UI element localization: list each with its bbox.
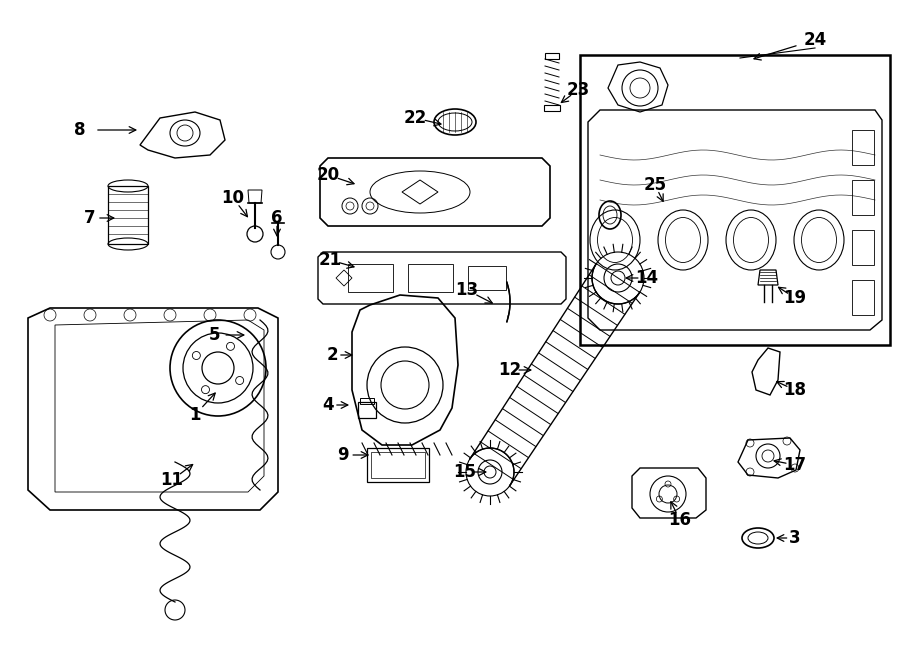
Bar <box>852 280 874 315</box>
Text: 25: 25 <box>644 176 667 194</box>
Text: 15: 15 <box>454 463 476 481</box>
Text: 1: 1 <box>189 406 201 424</box>
Bar <box>545 53 559 59</box>
Text: 10: 10 <box>221 189 245 207</box>
Text: 5: 5 <box>209 326 220 344</box>
Bar <box>544 105 560 111</box>
Bar <box>360 398 374 404</box>
Text: 13: 13 <box>455 281 479 299</box>
Bar <box>348 264 393 292</box>
Text: 17: 17 <box>783 456 806 474</box>
Text: 12: 12 <box>499 361 522 379</box>
Bar <box>358 402 376 418</box>
Bar <box>580 55 890 345</box>
Text: 4: 4 <box>322 396 334 414</box>
Bar <box>852 130 874 165</box>
Bar <box>468 266 506 290</box>
Bar <box>108 186 148 244</box>
Text: 8: 8 <box>74 121 86 139</box>
Text: 6: 6 <box>271 209 283 227</box>
Bar <box>371 452 425 478</box>
Text: 19: 19 <box>783 289 806 307</box>
Bar <box>367 448 429 482</box>
Text: 9: 9 <box>338 446 349 464</box>
Text: 3: 3 <box>789 529 801 547</box>
Text: 24: 24 <box>804 31 826 49</box>
Text: 20: 20 <box>317 166 339 184</box>
Text: 22: 22 <box>403 109 427 127</box>
Text: 2: 2 <box>326 346 338 364</box>
Bar <box>408 264 453 292</box>
Text: 7: 7 <box>85 209 95 227</box>
Bar <box>852 180 874 215</box>
Text: 14: 14 <box>635 269 659 287</box>
Text: 11: 11 <box>160 471 184 489</box>
Text: 16: 16 <box>669 511 691 529</box>
Text: 23: 23 <box>566 81 590 99</box>
Text: 18: 18 <box>784 381 806 399</box>
Bar <box>852 230 874 265</box>
Text: 21: 21 <box>319 251 342 269</box>
